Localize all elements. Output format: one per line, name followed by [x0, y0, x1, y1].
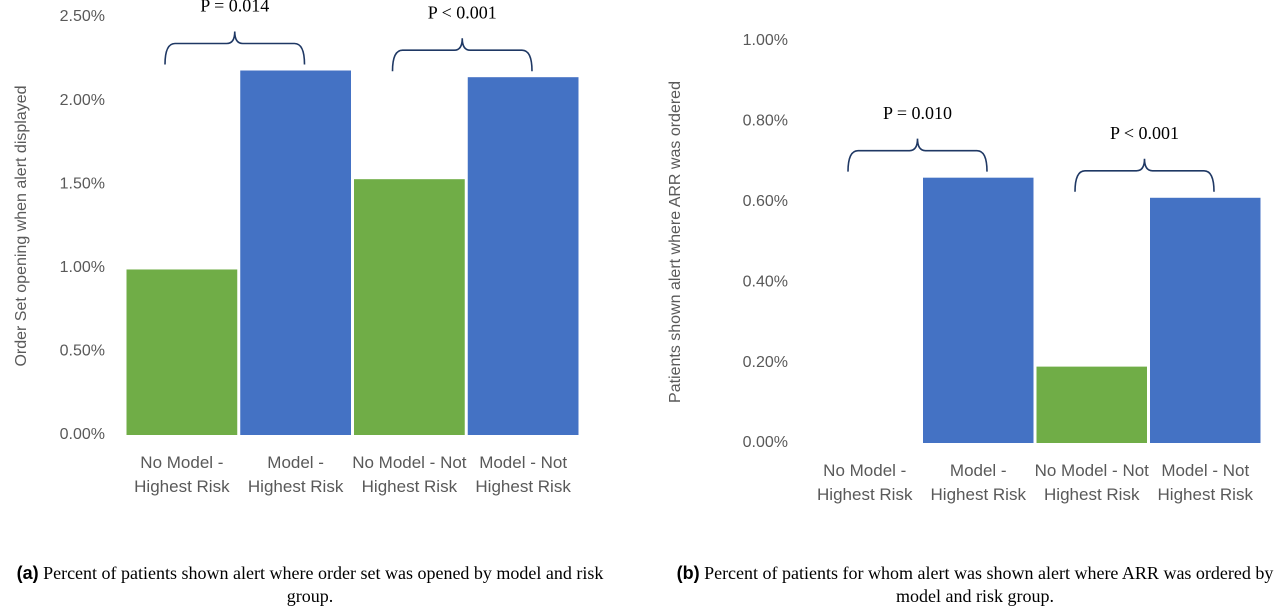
- annotation: P = 0.010: [883, 103, 952, 123]
- x-tick-label: Model - Highest Risk: [247, 453, 344, 496]
- caption-text: Percent of patients shown alert where or…: [43, 563, 604, 606]
- x-tick-label: No Model - Not Highest Risk: [1034, 461, 1149, 504]
- x-tick-label: No Model - Highest Risk: [817, 461, 913, 504]
- caption-label: (a): [16, 563, 39, 583]
- x-tick-label: No Model - Not Highest Risk: [352, 453, 467, 496]
- y-tick-label: 0.20%: [743, 354, 788, 371]
- bar: [1150, 197, 1261, 443]
- caption: (a) Percent of patients shown alert wher…: [0, 562, 620, 608]
- bracket: [391, 38, 533, 72]
- bracket: [164, 31, 306, 65]
- y-tick-label: 0.60%: [743, 193, 788, 210]
- y-axis-title: Patients shown alert where ARR was order…: [667, 81, 684, 403]
- y-tick-label: 2.50%: [60, 8, 105, 25]
- x-tick-label: Model - Not Highest Risk: [1157, 461, 1253, 504]
- y-tick-label: 0.50%: [60, 343, 105, 360]
- y-tick-label: 0.00%: [60, 426, 105, 443]
- bar: [1036, 366, 1147, 443]
- bar: [126, 269, 238, 435]
- y-tick-label: 0.40%: [743, 273, 788, 290]
- bar: [923, 177, 1034, 443]
- bar: [240, 70, 351, 435]
- caption: (b) Percent of patients for whom alert w…: [665, 562, 1280, 608]
- bracket: [847, 138, 988, 172]
- y-tick-label: 1.50%: [60, 175, 105, 192]
- y-tick-label: 1.00%: [743, 32, 788, 49]
- bar: [354, 179, 465, 435]
- y-tick-label: 2.00%: [60, 92, 105, 109]
- y-axis-title: Order Set opening when alert displayed: [13, 85, 30, 366]
- bar: [467, 77, 579, 435]
- y-tick-label: 0.80%: [743, 113, 788, 130]
- caption-label: (b): [676, 563, 700, 583]
- annotation: P < 0.001: [1110, 123, 1179, 143]
- annotation: P < 0.001: [428, 2, 497, 22]
- x-tick-label: Model - Not Highest Risk: [475, 453, 571, 496]
- y-tick-label: 1.00%: [60, 259, 105, 276]
- x-tick-label: Model - Highest Risk: [930, 461, 1026, 504]
- bracket: [1074, 158, 1215, 192]
- caption-text: Percent of patients for whom alert was s…: [704, 563, 1274, 606]
- y-tick-label: 0.00%: [743, 434, 788, 451]
- annotation: P = 0.014: [200, 0, 269, 16]
- x-tick-label: No Model - Highest Risk: [134, 453, 230, 496]
